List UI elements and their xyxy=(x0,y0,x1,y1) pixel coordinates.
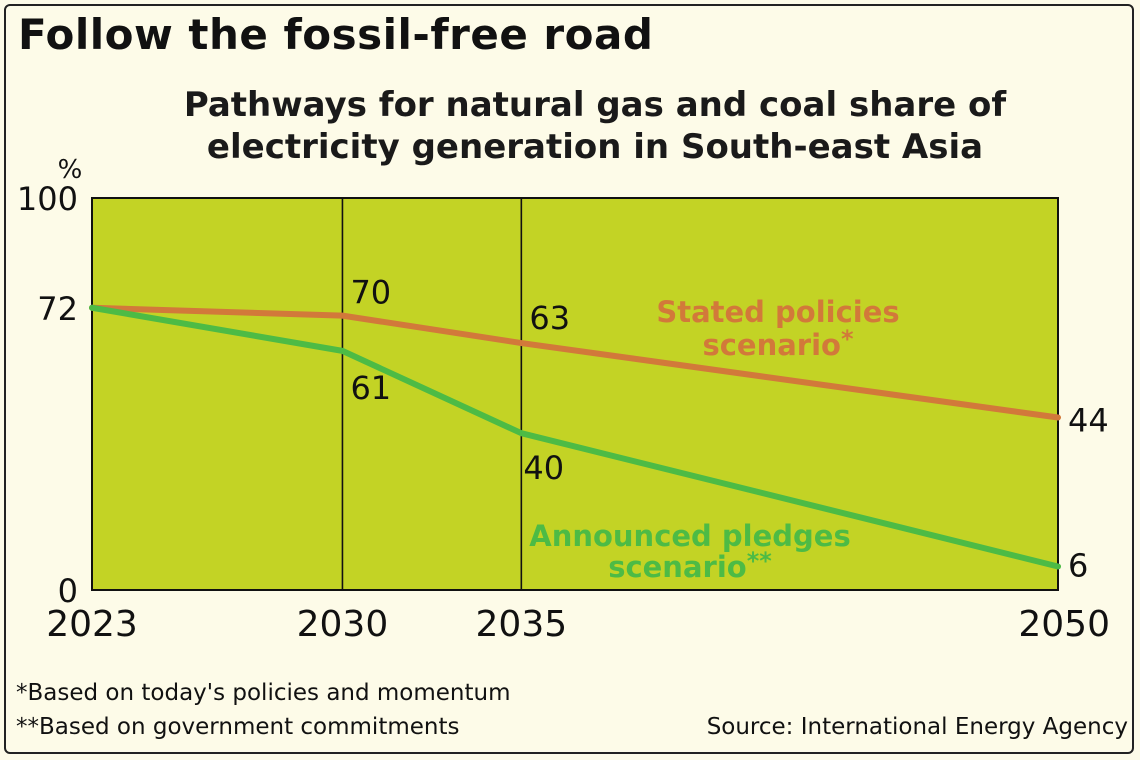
footnote-stated: *Based on today's policies and momentum xyxy=(16,680,511,706)
series-line-announced xyxy=(89,304,1061,570)
x-tick-label-2050: 2050 xyxy=(1018,604,1110,645)
point-label-stated-2035: 63 xyxy=(529,299,570,337)
x-tick-label-2035: 2035 xyxy=(476,604,568,645)
y-tick-label-100: 100 xyxy=(17,180,78,218)
x-tick-label-2023: 2023 xyxy=(46,604,138,645)
series-layer xyxy=(89,304,1061,570)
series-name-announced-line2: scenario** xyxy=(608,547,772,584)
series-line-stated xyxy=(89,304,1061,421)
series-name-stated-line1: Stated policies xyxy=(656,295,899,329)
chart-subtitle: Pathways for natural gas and coal share … xyxy=(183,85,1007,167)
axes: % 0 72 100 2023 2030 2035 2050 xyxy=(17,155,1110,645)
point-label-announced-2050: 6 xyxy=(1068,546,1088,584)
y-tick-label-0: 0 xyxy=(58,572,78,610)
point-label-stated-2050: 44 xyxy=(1068,402,1109,440)
y-axis-unit-label: % xyxy=(58,155,83,185)
series-name-announced-line1: Announced pledges xyxy=(529,519,850,553)
footnote-announced: **Based on government commitments xyxy=(16,714,460,740)
series-name-stated-line2: scenario* xyxy=(702,325,854,362)
y-tick-label-72: 72 xyxy=(37,290,78,328)
point-label-stated-2030: 70 xyxy=(350,274,391,312)
series-name-announced-mark: ** xyxy=(747,547,773,575)
chart-title: Follow the fossil-free road xyxy=(18,10,654,59)
gridlines xyxy=(341,198,523,590)
page-frame xyxy=(4,4,1134,754)
x-tick-label-2030: 2030 xyxy=(297,604,389,645)
series-name-stated-mark: * xyxy=(841,325,854,353)
point-label-announced-2030: 61 xyxy=(350,369,391,407)
point-label-announced-2035: 40 xyxy=(523,449,564,487)
source-note: Source: International Energy Agency xyxy=(706,714,1128,740)
